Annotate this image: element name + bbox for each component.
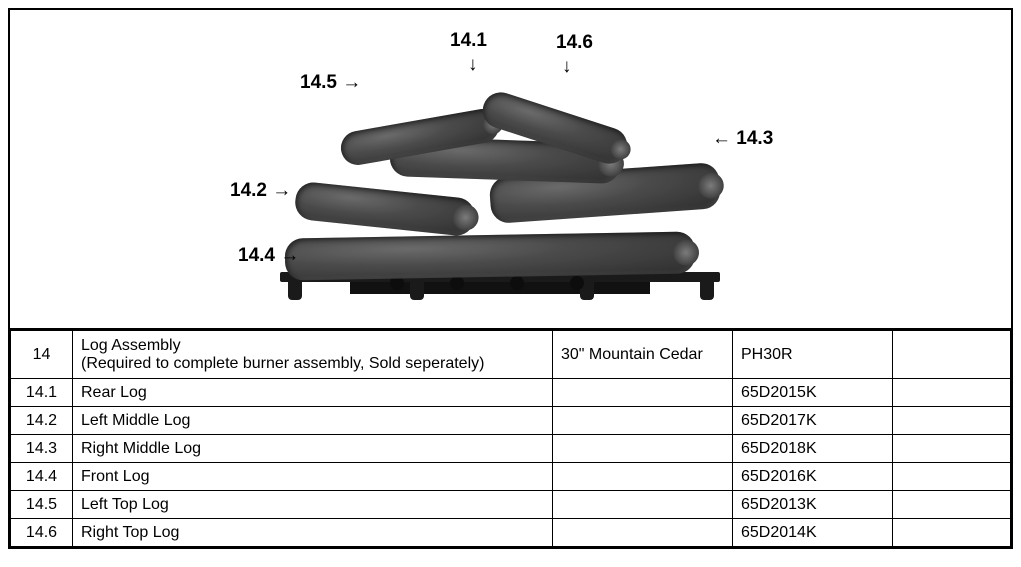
- callout-14-6: 14.6: [556, 32, 593, 54]
- callout-label: 14.1: [450, 30, 487, 51]
- callout-14-5: 14.5 →: [300, 72, 361, 94]
- cell-last: [893, 463, 1011, 491]
- table-row: 14.4 Front Log 65D2016K: [11, 463, 1011, 491]
- cell-num: 14.5: [11, 491, 73, 519]
- grate-leg: [700, 272, 714, 300]
- arrow-right-icon: →: [280, 245, 299, 267]
- cell-last: [893, 435, 1011, 463]
- cell-num: 14.4: [11, 463, 73, 491]
- log-assembly-illustration: [270, 70, 730, 300]
- cell-last: [893, 379, 1011, 407]
- table-row: 14 Log Assembly (Required to complete bu…: [11, 331, 1011, 379]
- cell-size: [553, 379, 733, 407]
- cell-size: [553, 491, 733, 519]
- left-middle-log: [294, 181, 477, 238]
- callout-14-4: 14.4 →: [238, 245, 299, 267]
- cell-part: 65D2018K: [733, 435, 893, 463]
- cell-part: 65D2014K: [733, 519, 893, 547]
- arrow-left-icon: ←: [712, 128, 731, 150]
- cell-part: PH30R: [733, 331, 893, 379]
- cell-size: [553, 519, 733, 547]
- callout-label: 14.2: [230, 180, 267, 201]
- table-row: 14.5 Left Top Log 65D2013K: [11, 491, 1011, 519]
- cell-desc: Left Middle Log: [73, 407, 553, 435]
- grate-knob: [450, 276, 464, 290]
- cell-desc: Right Top Log: [73, 519, 553, 547]
- cell-size: [553, 463, 733, 491]
- cell-desc: Right Middle Log: [73, 435, 553, 463]
- callout-label: 14.5: [300, 72, 337, 93]
- desc-line2: (Required to complete burner assembly, S…: [81, 355, 544, 373]
- table-row: 14.6 Right Top Log 65D2014K: [11, 519, 1011, 547]
- callout-arrow-14-1: ↓: [468, 54, 478, 76]
- desc-line1: Log Assembly: [81, 337, 544, 355]
- cell-num: 14.6: [11, 519, 73, 547]
- cell-last: [893, 519, 1011, 547]
- parts-table: 14 Log Assembly (Required to complete bu…: [10, 330, 1011, 547]
- cell-num: 14.2: [11, 407, 73, 435]
- cell-part: 65D2016K: [733, 463, 893, 491]
- callout-label: 14.3: [736, 128, 773, 149]
- cell-size: 30" Mountain Cedar: [553, 331, 733, 379]
- front-log: [285, 231, 696, 280]
- callout-label: 14.6: [556, 32, 593, 53]
- table-row: 14.1 Rear Log 65D2015K: [11, 379, 1011, 407]
- cell-last: [893, 331, 1011, 379]
- cell-desc: Front Log: [73, 463, 553, 491]
- grate-knob: [510, 276, 524, 290]
- arrow-right-icon: →: [342, 72, 361, 94]
- grate-knob: [570, 276, 584, 290]
- callout-14-1: 14.1: [450, 30, 487, 52]
- diagram-panel: 14.1 ↓ 14.6 ↓ 14.5 → ← 14.3 14.2 → 14.4 …: [10, 10, 1011, 330]
- cell-num: 14.1: [11, 379, 73, 407]
- cell-desc: Log Assembly (Required to complete burne…: [73, 331, 553, 379]
- cell-part: 65D2017K: [733, 407, 893, 435]
- cell-size: [553, 435, 733, 463]
- cell-part: 65D2013K: [733, 491, 893, 519]
- cell-num: 14: [11, 331, 73, 379]
- callout-14-3: ← 14.3: [712, 128, 773, 150]
- callout-14-2: 14.2 →: [230, 180, 291, 202]
- cell-last: [893, 407, 1011, 435]
- document-frame: 14.1 ↓ 14.6 ↓ 14.5 → ← 14.3 14.2 → 14.4 …: [8, 8, 1013, 549]
- cell-desc: Rear Log: [73, 379, 553, 407]
- cell-num: 14.3: [11, 435, 73, 463]
- arrow-right-icon: →: [272, 180, 291, 202]
- cell-part: 65D2015K: [733, 379, 893, 407]
- table-row: 14.2 Left Middle Log 65D2017K: [11, 407, 1011, 435]
- callout-label: 14.4: [238, 245, 275, 266]
- callout-arrow-14-6: ↓: [562, 56, 572, 78]
- cell-desc: Left Top Log: [73, 491, 553, 519]
- table-row: 14.3 Right Middle Log 65D2018K: [11, 435, 1011, 463]
- cell-last: [893, 491, 1011, 519]
- cell-size: [553, 407, 733, 435]
